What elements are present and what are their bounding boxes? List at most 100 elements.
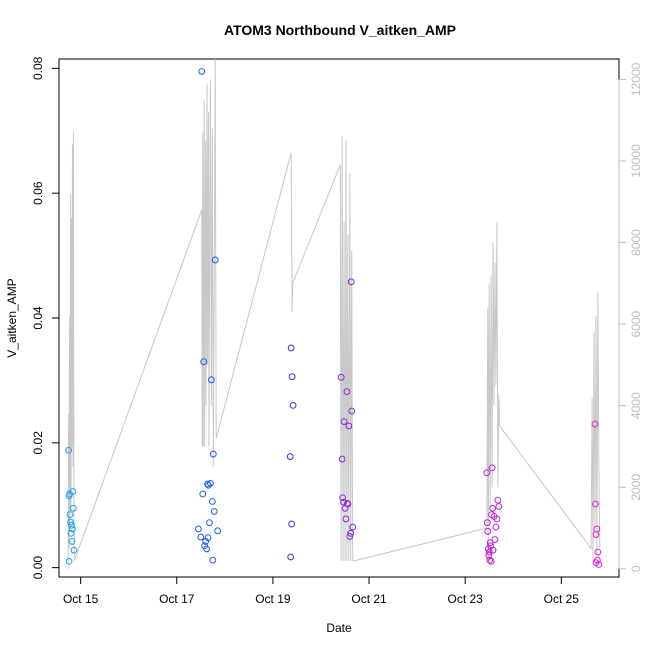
y-axis-title: V_aitken_AMP <box>5 278 19 357</box>
y-tick-label: 0.06 <box>31 181 45 205</box>
data-point <box>493 515 501 523</box>
x-axis-title: Date <box>326 621 352 635</box>
data-point <box>489 504 496 512</box>
secondary-y-axis: 0 2000 4000 6000 8000 10000 12000 <box>618 62 643 572</box>
data-point <box>207 376 215 384</box>
data-point <box>208 498 216 505</box>
data-point <box>348 407 356 415</box>
y-axis: 0.00 0.02 0.04 0.06 0.08 <box>31 56 60 580</box>
y-tick-label: 0.04 <box>31 306 45 330</box>
data-point <box>592 500 599 508</box>
data-point <box>349 523 357 531</box>
data-point <box>200 358 208 366</box>
data-point <box>339 494 347 502</box>
data-point <box>591 420 599 428</box>
secondary-y-tick-label: 2000 <box>629 474 643 501</box>
data-point <box>198 68 206 75</box>
x-tick-label: Oct 15 <box>63 592 99 606</box>
data-point <box>342 515 350 523</box>
data-point <box>289 401 297 409</box>
data-point <box>343 388 351 396</box>
data-point <box>592 531 600 538</box>
data-point <box>340 418 348 426</box>
chart-title: ATOM3 Northbound V_aitken_AMP <box>224 22 456 38</box>
data-point <box>205 481 212 489</box>
data-point <box>210 508 218 515</box>
secondary-y-tick-label: 4000 <box>629 392 643 419</box>
data-point <box>593 556 601 564</box>
x-tick-label: Oct 19 <box>255 592 291 606</box>
data-point <box>594 548 602 556</box>
data-point <box>195 525 202 533</box>
data-point <box>593 525 601 533</box>
data-point <box>206 519 213 527</box>
secondary-trace-layer <box>67 58 601 569</box>
data-point <box>209 450 217 458</box>
data-point <box>65 558 73 565</box>
data-point <box>70 546 78 554</box>
data-point <box>65 446 73 454</box>
x-axis: Oct 15 Oct 17 Oct 19 Oct 21 Oct 23 Oct 25 <box>63 576 579 606</box>
data-point <box>209 556 217 564</box>
data-point <box>346 533 354 540</box>
data-point <box>66 511 74 518</box>
data-point <box>214 527 222 535</box>
secondary-y-tick-label: 8000 <box>629 229 643 256</box>
data-point <box>344 499 351 507</box>
data-point <box>492 523 500 531</box>
data-point <box>204 480 211 488</box>
series-5 <box>483 464 503 565</box>
data-point <box>489 546 497 554</box>
data-point <box>287 553 295 561</box>
y-tick-label: 0.00 <box>31 556 45 580</box>
data-point <box>494 496 502 504</box>
data-point <box>203 545 210 553</box>
data-point <box>199 490 207 498</box>
x-tick-label: Oct 17 <box>159 592 195 606</box>
series-2 <box>195 68 222 564</box>
data-point <box>69 525 76 533</box>
data-point <box>484 528 492 535</box>
data-point <box>595 561 603 568</box>
data-point <box>345 422 353 430</box>
data-point <box>487 558 495 565</box>
data-point <box>491 536 499 543</box>
series-1 <box>65 446 78 565</box>
data-point <box>483 519 491 527</box>
secondary-y-tick-label: 6000 <box>629 310 643 337</box>
data-point <box>337 373 345 381</box>
data-point <box>340 498 347 506</box>
data-point <box>495 503 503 510</box>
series-6 <box>591 420 603 568</box>
plot-area <box>58 58 620 578</box>
secondary-trace-line <box>67 58 601 569</box>
secondary-y-tick-label: 10000 <box>629 144 643 178</box>
data-point <box>68 521 75 529</box>
secondary-y-tick-label: 12000 <box>629 62 643 96</box>
data-point <box>211 256 219 264</box>
series-4 <box>337 278 357 540</box>
data-point <box>68 538 76 545</box>
data-point <box>483 469 491 477</box>
data-point <box>70 504 77 512</box>
secondary-y-tick-label: 0 <box>629 565 643 572</box>
data-point <box>338 455 346 463</box>
data-point <box>486 556 494 564</box>
data-point <box>286 453 294 460</box>
data-point <box>347 278 355 286</box>
data-point <box>287 344 295 352</box>
data-point <box>288 373 296 381</box>
data-point <box>67 518 74 526</box>
data-point <box>204 534 212 542</box>
y-tick-label: 0.02 <box>31 431 45 455</box>
data-point <box>347 529 355 537</box>
data-point <box>486 539 494 547</box>
data-point <box>485 551 493 559</box>
x-tick-label: Oct 21 <box>351 592 387 606</box>
data-point <box>207 479 214 487</box>
data-point <box>485 548 493 556</box>
y-tick-label: 0.08 <box>31 56 45 80</box>
data-point <box>197 533 205 541</box>
points-layer <box>65 68 603 568</box>
